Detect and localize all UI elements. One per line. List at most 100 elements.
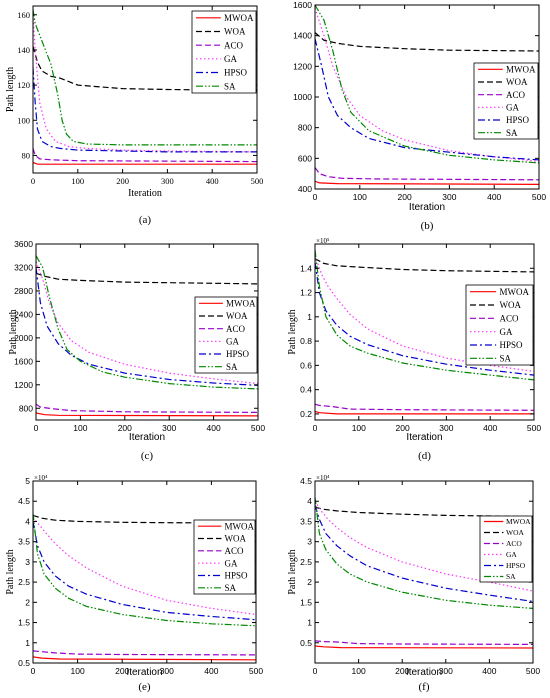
series-line-woa [33,514,256,524]
y-tick-label: 1200 [293,61,312,71]
chart-panel: 0 100 200 300 400 500 80 100 120 140 160 Iteration P… [5,5,264,226]
legend-label-hpso: HPSO [226,349,250,359]
series-line-woa [315,506,533,518]
y-axis-label: Path length [287,309,298,354]
axis-multiplier: ×10⁴ [316,474,330,482]
legend: MWOA WOA ACO GA HPSO SA [193,519,256,595]
x-tick-label: 0 [31,666,36,676]
x-axis-label: Iteration [128,188,162,199]
y-tick-label: 4.5 [300,476,312,486]
x-tick-label: 200 [398,192,412,202]
x-tick-label: 500 [526,666,540,676]
x-tick-label: 500 [249,666,263,676]
series-line-woa [33,46,257,91]
y-tick-label: 800 [298,123,312,133]
series-line-aco [315,640,533,645]
legend-box [193,519,256,595]
y-tick-label: 5 [25,476,30,486]
legend-label-woa: WOA [224,27,246,37]
legend-label-ga: GA [226,336,239,346]
legend-label-ga: GA [500,327,513,337]
y-tick-label: 0.2 [300,409,312,419]
y-tick-label: 2000 [14,333,33,343]
legend-label-aco: ACO [506,90,526,100]
x-tick-label: 400 [204,666,218,676]
x-tick-label: 100 [352,423,366,433]
y-tick-label: 1 [25,638,30,648]
x-tick-label: 500 [251,176,264,186]
legend: MWOA WOA ACO GA HPSO SA [479,515,533,583]
chart-panel: 0 100 200 300 400 500 0.5 1 1.5 2 2.5 3 3.5 4 4.5 ×10⁴ I… [287,474,540,693]
y-axis-label: Path length [5,549,16,594]
series-line-ga [33,14,257,153]
y-tick-label: 140 [17,45,30,55]
series-line-mwoa [315,180,539,185]
y-tick-label: 1.5 [300,597,312,607]
panel-caption: (f) [419,681,430,693]
series-line-aco [315,167,539,181]
legend: MWOA WOA ACO GA HPSO SA [191,10,257,94]
x-tick-label: 500 [251,423,265,433]
y-tick-label: 800 [19,403,33,413]
x-tick-label: 100 [73,423,87,433]
y-tick-label: 0.6 [300,360,312,370]
y-tick-label: 160 [17,10,30,20]
x-tick-label: 200 [395,666,409,676]
legend-label-hpso: HPSO [506,561,526,570]
y-tick-label: 80 [22,150,31,160]
y-tick-label: 120 [17,80,30,90]
series-line-aco [33,650,256,656]
y-tick-label: 2800 [14,286,33,296]
plot-frame [32,5,258,174]
series-line-hpso [33,67,257,153]
x-tick-label: 400 [483,423,497,433]
y-axis-label: Path length [287,549,298,594]
x-tick-label: 0 [313,192,318,202]
legend-label-aco: ACO [226,324,246,334]
panel-caption: (d) [418,450,431,462]
y-tick-label: 100 [17,115,30,125]
series-line-hpso [33,521,256,621]
series-line-woa [315,258,534,273]
legend-box [194,296,258,374]
y-tick-label: 0.5 [300,638,312,648]
panel-caption: (e) [138,681,151,693]
y-tick-label: 3200 [14,262,33,272]
y-tick-label: 4.5 [18,496,30,506]
plot-frame [35,243,259,421]
y-axis-label: Path length [8,309,19,354]
x-tick-label: 200 [396,423,410,433]
series-line-mwoa [33,161,257,165]
x-tick-label: 200 [118,423,132,433]
x-tick-label: 500 [527,423,541,433]
series-line-ga [315,500,533,592]
x-tick-label: 300 [162,423,176,433]
series-line-mwoa [315,645,533,649]
legend-label-ga: GA [224,54,237,64]
legend-label-hpso: HPSO [506,115,530,125]
y-tick-label: 1.2 [300,288,312,298]
series-line-sa [315,5,539,164]
legend-label-woa: WOA [225,534,247,544]
x-tick-label: 300 [439,423,453,433]
legend-label-aco: ACO [506,539,522,548]
legend-label-ga: GA [506,102,519,112]
x-tick-label: 300 [442,192,456,202]
legend-label-sa: SA [226,362,238,372]
panel-caption: (b) [421,220,434,232]
y-tick-label: 3 [25,557,30,567]
y-tick-label: 0.4 [300,385,312,395]
series-line-sa [33,513,256,627]
x-tick-label: 300 [161,176,174,186]
x-tick-label: 200 [116,176,129,186]
y-tick-label: 1 [307,312,312,322]
legend-label-woa: WOA [226,311,248,321]
y-tick-label: 1600 [293,0,312,10]
x-tick-label: 300 [160,666,174,676]
y-tick-label: 600 [298,153,312,163]
series-line-hpso [315,38,539,161]
y-tick-label: 3.5 [300,516,312,526]
series-line-ga [315,255,534,372]
legend-label-woa: WOA [506,77,528,87]
